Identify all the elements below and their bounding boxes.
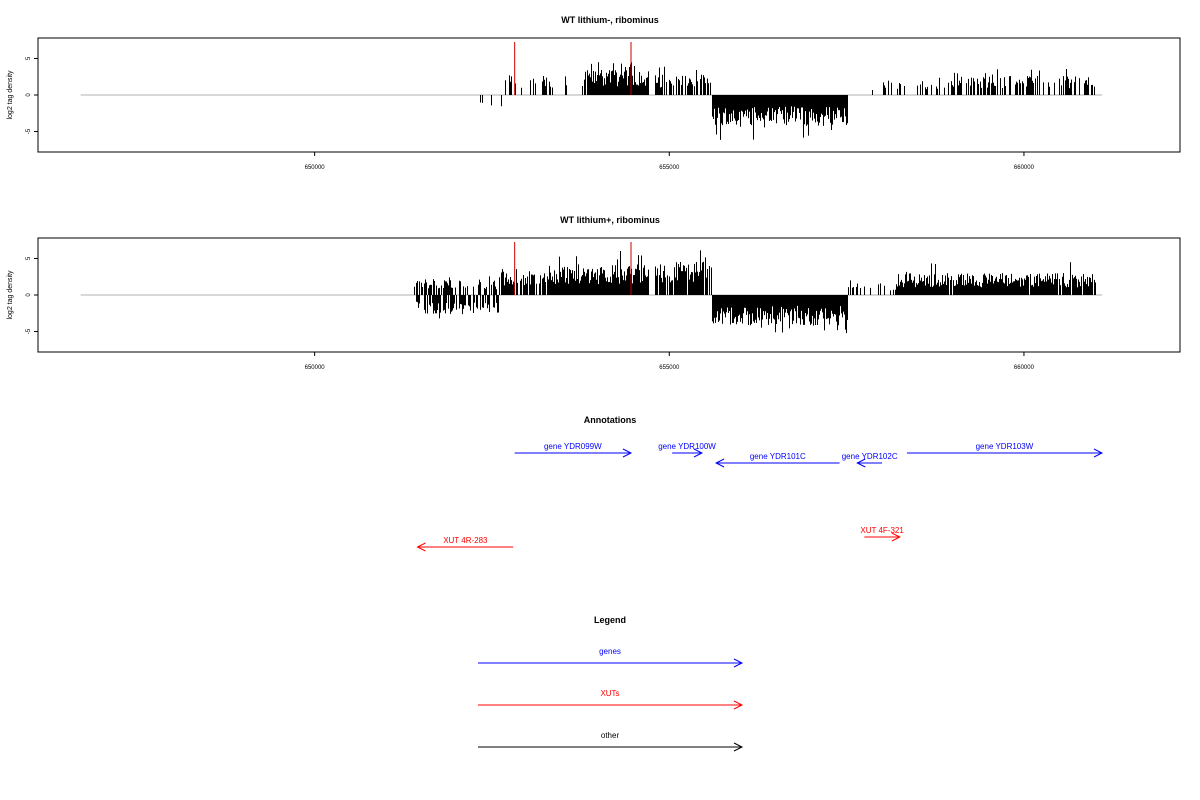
x-tick-label: 655000 [659,365,680,371]
panel-title: WT lithium+, ribominus [560,215,660,225]
annotation-gene: gene YDR102C [842,452,898,468]
legend-item-gene: genes [478,647,744,668]
annotation-xut: XUT 4F-321 [860,526,904,542]
arrow-head-icon [733,742,744,752]
y-axis-label: log2 tag density [7,270,14,320]
y-tick-label: -5 [26,328,32,334]
annotation-label: XUT 4R-283 [443,536,488,545]
y-axis-label: log2 tag density [7,70,14,120]
annotation-gene: gene YDR099W [514,442,633,458]
x-tick-label: 660000 [1014,365,1035,371]
arrow-head-icon [891,532,901,542]
y-tick-label: 5 [26,256,32,260]
axis-ticks: 650000 655000 660000 -5 0 5 [26,56,1035,171]
arrow-head-icon [1093,448,1104,458]
annotation-label: gene YDR101C [750,452,806,461]
y-tick-label: -5 [26,128,32,134]
density-bars [34,42,1102,156]
arrow-head-icon [622,448,633,458]
legend: Legend genes XUTs other [478,615,744,752]
arrow-head-icon [416,542,426,552]
panel-title: WT lithium-, ribominus [561,15,659,25]
annotation-gene: gene YDR101C [714,452,840,468]
annotation-gene: gene YDR100W [658,442,716,458]
annotations-panel: Annotations gene YDR099W gene YDR100Wgene… [416,415,1104,552]
annotation-label: gene YDR102C [842,452,898,461]
y-tick-label: 0 [26,293,32,297]
arrow-head-icon [733,658,744,668]
x-tick-label: 650000 [305,165,326,171]
annotation-label: XUT 4F-321 [860,526,904,535]
axis-ticks: 650000 655000 660000 -5 0 5 [26,256,1035,371]
annotation-features: gene YDR099W gene YDR100W gene YDR101C gene… [416,442,1104,552]
arrow-head-icon [733,700,744,710]
legend-title: Legend [594,615,626,625]
track-panel-lithium-plus: WT lithium+, ribominus log2 tag density … [7,215,1181,371]
arrow-head-icon [693,448,704,458]
legend-label: other [601,731,620,740]
annotations-title: Annotations [584,415,637,425]
legend-items: genes XUTs other [478,647,744,752]
density-bars [34,242,1102,356]
y-tick-label: 5 [26,56,32,60]
arrow-head-icon [714,458,725,468]
legend-label: XUTs [600,689,619,698]
x-tick-label: 660000 [1014,165,1035,171]
annotation-label: gene YDR100W [658,442,716,451]
annotation-label: gene YDR099W [544,442,602,451]
annotation-label: gene YDR103W [976,442,1034,451]
arrow-head-icon [856,458,866,468]
x-tick-label: 655000 [659,165,680,171]
y-tick-label: 0 [26,93,32,97]
annotation-gene: gene YDR103W [906,442,1104,458]
legend-item-xut: XUTs [478,689,744,710]
annotation-xut: XUT 4R-283 [416,536,514,552]
track-panel-lithium-minus: WT lithium-, ribominus log2 tag density … [7,15,1181,171]
legend-label: genes [599,647,621,656]
x-tick-label: 650000 [305,365,326,371]
legend-item-other: other [478,731,744,752]
